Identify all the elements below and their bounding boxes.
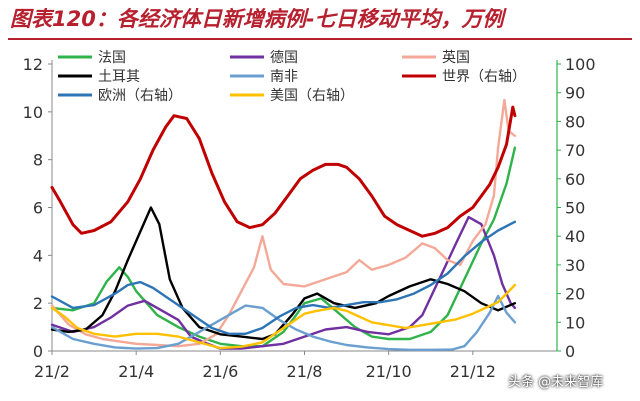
- legend-label-0: 法国: [98, 50, 126, 66]
- series-line-0: [50, 146, 517, 348]
- left-tick-label: 2: [33, 294, 43, 313]
- legend-label-3: 土耳其: [98, 69, 140, 85]
- series-line-4: [50, 294, 517, 351]
- x-tick-label: 21/6: [202, 362, 238, 381]
- legend-label-2: 英国: [442, 49, 470, 66]
- watermark: 头条 @未来智库: [508, 375, 604, 390]
- right-tick-label: 30: [565, 256, 585, 275]
- series-line-6: [50, 220, 517, 335]
- right-tick-label: 60: [565, 170, 585, 189]
- left-tick-label: 10: [23, 103, 43, 122]
- series-line-7: [50, 283, 517, 350]
- right-tick-label: 90: [565, 84, 585, 103]
- x-tick-label: 21/4: [118, 362, 154, 381]
- legend-label-6: 欧洲（右轴）: [98, 88, 182, 104]
- title-rule: [8, 38, 632, 40]
- right-tick-label: 0: [565, 342, 575, 361]
- right-tick-label: 100: [565, 55, 596, 74]
- legend-label-1: 德国: [270, 50, 298, 66]
- right-tick-label: 50: [565, 199, 585, 218]
- right-tick-label: 70: [565, 141, 585, 160]
- left-tick-label: 6: [33, 199, 43, 218]
- chart-title: 图表120：各经济体日新增病例-七日移动平均，万例: [10, 7, 504, 31]
- left-tick-label: 8: [33, 151, 43, 170]
- legend-label-5: 世界（右轴）: [442, 69, 526, 85]
- series-line-1: [50, 215, 517, 350]
- series-line-2: [50, 98, 517, 348]
- right-tick-label: 20: [565, 285, 585, 304]
- left-tick-label: 12: [23, 55, 43, 74]
- legend-label-7: 美国（右轴）: [270, 88, 354, 104]
- legend-label-4: 南非: [270, 69, 298, 85]
- right-tick-label: 80: [565, 112, 585, 131]
- right-tick-label: 40: [565, 227, 585, 246]
- x-tick-label: 21/12: [450, 362, 496, 381]
- left-tick-label: 0: [33, 342, 43, 361]
- x-tick-label: 21/10: [366, 362, 412, 381]
- chart-series: [50, 98, 517, 351]
- x-tick-label: 21/8: [287, 362, 323, 381]
- right-tick-label: 10: [565, 313, 585, 332]
- x-tick-label: 21/2: [34, 362, 70, 381]
- chart-axes: 0 2 4 6 8 10 12 0 10 20 30 40 50 60 70 80 90 100 21/2 21/4 2…: [23, 55, 596, 381]
- series-line-5: [50, 105, 517, 238]
- left-tick-label: 4: [33, 246, 43, 265]
